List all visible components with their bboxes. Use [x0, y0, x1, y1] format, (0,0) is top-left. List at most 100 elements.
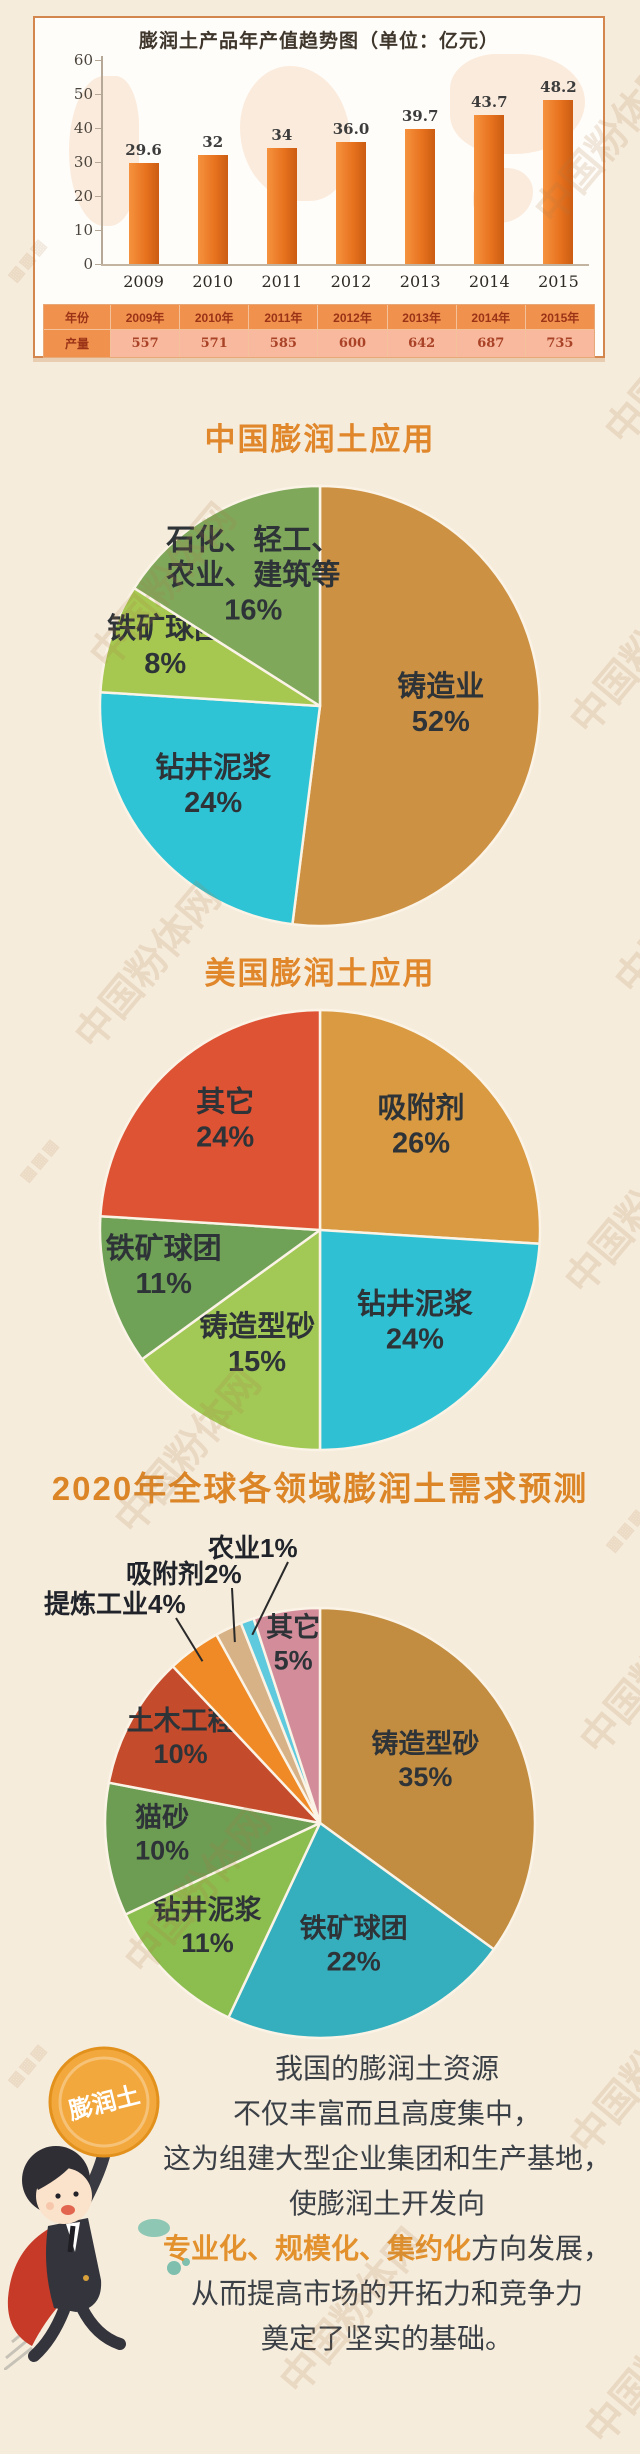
watermark-text: 中国粉体网: [561, 560, 640, 743]
table-year-cell: 2015年: [525, 305, 594, 329]
table-year-cell: 2011年: [249, 305, 318, 329]
pie-slice-label-line: 15%: [228, 1346, 286, 1378]
pie-slice-label-line: 其它: [196, 1084, 254, 1118]
mouth: [61, 2205, 75, 2215]
bar-value-label: 36.0: [332, 119, 370, 138]
text-segment: 方向发展，: [471, 2233, 612, 2264]
us-pie-chart: 吸附剂 26% 钻井泥浆 24% 铸造型砂 15% 铁矿球团 11% 其它 24%: [98, 1008, 542, 1452]
us-pie-title: 美国膨润土应用: [204, 956, 436, 991]
bar: [474, 115, 505, 264]
table-output-cell: 687: [456, 330, 525, 357]
table-year-cell: 2013年: [387, 305, 456, 329]
x-axis-label: 2015: [538, 272, 579, 291]
conclusion-line: 专业化、规模化、集约化方向发展，: [148, 2226, 626, 2271]
bar: [405, 129, 436, 264]
pie-svg: 吸附剂 26%钻井泥浆 24%铸造型砂 15%铁矿球团 11%其它 24%: [98, 1008, 542, 1452]
pie-slice: [132, 484, 322, 708]
pie-slice-label-line: 猫砂: [135, 1802, 189, 1832]
pie-slice-label-line: 钻井泥浆: [357, 1287, 474, 1321]
conclusion-line: 我国的膨润土资源: [148, 2046, 626, 2091]
pie-svg: 铸造型砂 35%铁矿球团 22%钻井泥浆 11%猫砂 10%土木工程 10%其它 5%: [103, 1606, 537, 2040]
pie-slice-label-line: 26%: [392, 1128, 450, 1160]
y-axis-tick: [95, 60, 101, 61]
bar-value-label: 48.2: [540, 78, 577, 97]
bar: [336, 141, 366, 264]
pie-slice-label-line: 钻井泥浆: [155, 750, 272, 784]
pie-slice-label-line: 铁矿球团: [106, 1231, 222, 1265]
y-axis-tick: [95, 196, 101, 197]
table-output-cell: 735: [525, 330, 594, 357]
pie-slice-label-line: 10%: [135, 1835, 189, 1865]
y-axis-label: 40: [73, 119, 93, 137]
pie-slice: [98, 1214, 322, 1361]
table-year-cell: 2014年: [456, 305, 525, 329]
china-pie-chart: 铸造业 52% 钻井泥浆 24% 铁矿球团 8% 石化、轻工、农业、建筑等 16%: [98, 484, 541, 928]
text-segment: 我国的膨润土资源: [274, 2053, 499, 2084]
pie-slice-label: 铁矿球团 11%: [106, 1231, 222, 1300]
bar-chart-title: 膨润土产品年产值趋势图（单位：亿元）: [138, 31, 499, 52]
watermark-text: 中国粉体网: [556, 1120, 640, 1303]
table-output-cell: 642: [387, 330, 456, 357]
pie-slice-label-line: 铁矿球团: [300, 1913, 408, 1944]
conclusion-line: 使膨润土开发向: [148, 2181, 626, 2226]
table-output-cell: 571: [180, 330, 249, 357]
conclusion-text: 我国的膨润土资源不仅丰富而且高度集中， 这为组建大型企业集团和生产基地， 使膨润土开…: [148, 2046, 626, 2361]
table-header-cell: 产量: [44, 330, 110, 357]
table-year-cell: 2012年: [318, 305, 387, 329]
pie-slice-label-line: 石化、轻工、: [165, 524, 340, 557]
eye: [73, 2191, 79, 2197]
china-pie-title: 中国膨润土应用: [204, 422, 436, 457]
bar-value-label: 32: [202, 133, 224, 152]
tie: [67, 2225, 76, 2253]
pie-slice: [124, 1821, 322, 2019]
pie-slice-label: 钻井泥浆 24%: [357, 1287, 474, 1356]
pie-slice-label-line: 农业、建筑等: [165, 558, 340, 592]
pie-slice-label-line: 其它: [266, 1612, 320, 1643]
leg: [28, 2304, 70, 2362]
table-output-cell: 600: [318, 330, 387, 357]
pie-slice-label-line: 24%: [386, 1324, 444, 1356]
highlighted-text: 专业化、规模化、集约化: [162, 2233, 471, 2264]
bar-value-label: 34: [271, 126, 293, 145]
bar-chart: 0 10 20 30 40 50 60 29.6 2009 32 2010 34 2011 36.0 201…: [45, 51, 593, 298]
table-output-cell: 585: [249, 330, 318, 357]
pie-slice: [318, 1228, 541, 1452]
pie-slice-label: 钻井泥浆 24%: [155, 750, 272, 819]
cloud-decoration: [167, 2261, 181, 2275]
y-axis-label: 60: [73, 51, 93, 69]
conclusion-line: 这为组建大型企业集团和生产基地，: [148, 2136, 626, 2181]
pie-slice: [103, 1781, 322, 1916]
bar: [266, 148, 297, 264]
cloud-decoration: [138, 2219, 170, 2237]
blush: [46, 2202, 54, 2210]
pie-slice-label-line: 8%: [144, 648, 186, 680]
pie-callout-label: 农业1%: [208, 1533, 298, 1563]
pie-slice-label-line: 钻井泥浆: [153, 1894, 262, 1925]
y-axis-line: [101, 56, 103, 266]
text-segment: 这为组建大型企业集团和生产基地，: [162, 2143, 611, 2174]
x-axis-label: 2014: [468, 272, 510, 291]
forecast-pie: 铸造型砂 35% 铁矿球团 22% 钻井泥浆 11% 猫砂 10% 土木工程 10% 其它 5%: [103, 1606, 537, 2040]
y-axis-tick: [95, 264, 101, 265]
map-decoration: [69, 76, 139, 226]
y-axis-tick: [95, 162, 101, 163]
x-axis-line: [101, 264, 589, 266]
x-axis-label: 2009: [123, 272, 164, 291]
bar-value-label: 29.6: [125, 141, 162, 160]
pie-slice: [99, 1008, 322, 1232]
table-output-cell: 557: [111, 330, 180, 357]
leg: [76, 2302, 126, 2350]
text-segment: 不仅丰富而且高度集中，: [232, 2098, 541, 2129]
pie-slice-label: 其它 24%: [196, 1084, 254, 1153]
text-segment: 奠定了坚实的基础。: [260, 2323, 513, 2354]
x-axis-label: 2011: [261, 272, 303, 291]
bar: [128, 163, 159, 264]
watermark-mosaic: ▦▦▦: [17, 1135, 64, 1186]
pie-slice: [318, 1606, 537, 1951]
pie-slice-label-line: 10%: [154, 1739, 208, 1769]
pie-slice: [140, 1228, 322, 1452]
table-year-cell: 2009年: [111, 305, 180, 329]
text-segment: 从而提高市场的开拓力和竞争力: [190, 2278, 583, 2309]
eye: [55, 2193, 61, 2199]
